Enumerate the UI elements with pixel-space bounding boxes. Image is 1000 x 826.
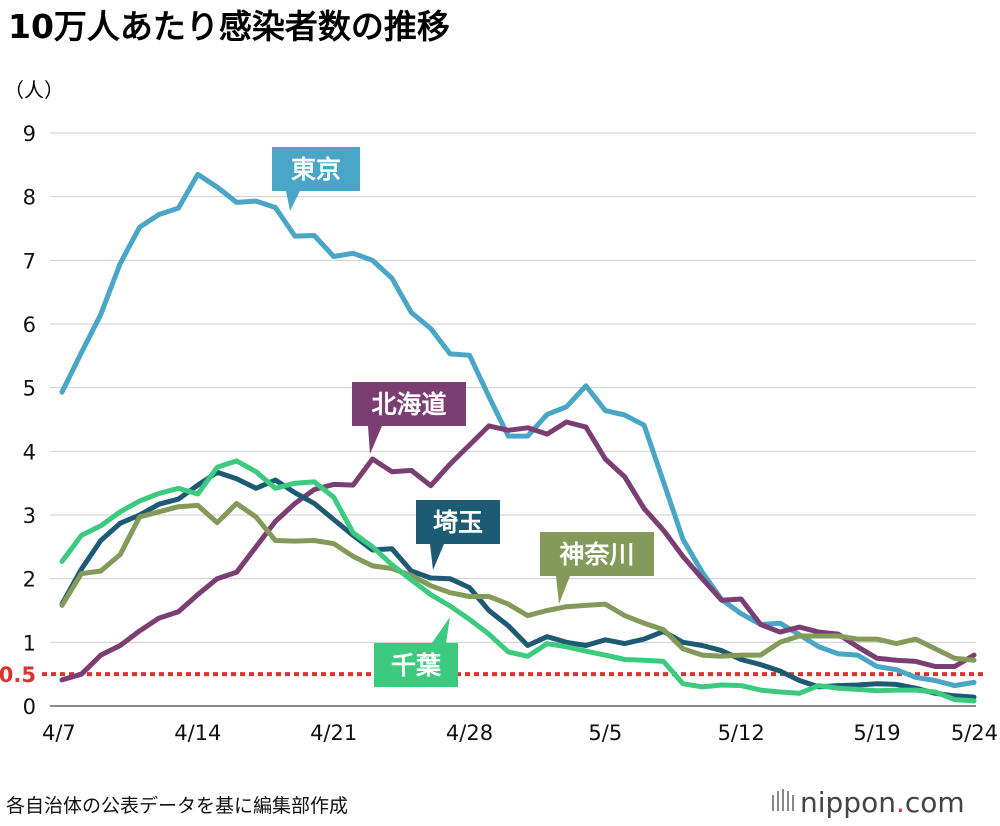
callout-pointer <box>556 576 570 604</box>
callout-box <box>416 500 500 544</box>
x-axis-ticks: 4/7 4/14 4/21 4/28 5/5 5/12 5/19 5/24 <box>42 721 998 745</box>
brand-text: nippon.com <box>800 786 965 819</box>
series-line-0 <box>59 171 977 689</box>
callout-2: 埼玉 <box>416 500 500 570</box>
x-tick-label: 4/21 <box>310 721 357 745</box>
series-lines <box>59 171 977 704</box>
chart-title: 10万人あたり感染者数の推移 <box>8 7 450 46</box>
y-tick-label: 6 <box>23 313 36 337</box>
gridlines <box>50 132 976 707</box>
callout-1: 北海道 <box>352 382 466 454</box>
brand-name: nippon <box>800 786 896 819</box>
series-line-4 <box>59 458 977 704</box>
y-tick-label: 9 <box>23 122 36 146</box>
threshold-line: 0.5 <box>0 663 986 687</box>
brand-suffix: com <box>905 786 965 819</box>
callout-pointer <box>432 617 450 643</box>
y-axis-ticks: 0 1 2 3 4 5 6 7 8 9 <box>23 122 36 719</box>
callout-4: 千葉 <box>374 617 458 687</box>
x-tick-label: 5/5 <box>588 721 622 745</box>
callout-box <box>540 532 654 576</box>
series-line-3 <box>59 501 977 663</box>
callout-box <box>272 147 360 191</box>
y-tick-label: 1 <box>23 631 36 655</box>
x-tick-label: 5/12 <box>718 721 765 745</box>
y-tick-label: 7 <box>23 249 36 273</box>
callout-box <box>374 643 458 687</box>
y-tick-label: 3 <box>23 504 36 528</box>
callout-pointer <box>430 544 444 570</box>
x-tick-label: 5/24 <box>951 721 998 745</box>
x-tick-label: 4/7 <box>42 721 76 745</box>
callout-label: 東京 <box>291 155 341 184</box>
y-tick-label: 8 <box>23 186 36 210</box>
callout-label: 北海道 <box>371 390 446 419</box>
x-tick-label: 5/19 <box>853 721 900 745</box>
y-tick-label: 5 <box>23 377 36 401</box>
y-tick-label: 4 <box>23 440 36 464</box>
brand-dot: . <box>896 786 905 819</box>
callout-label: 埼玉 <box>433 508 483 537</box>
y-tick-label: 2 <box>23 568 36 592</box>
source-note: 各自治体の公表データを基に編集部作成 <box>6 795 348 817</box>
brand-bars-icon <box>772 789 794 811</box>
y-axis-unit-label: （人） <box>4 78 64 102</box>
threshold-label: 0.5 <box>0 663 36 687</box>
brand-logo: nippon.com <box>772 786 965 819</box>
callout-pointer <box>286 191 300 211</box>
x-tick-label: 4/28 <box>446 721 493 745</box>
series-line-1 <box>59 419 977 683</box>
callout-3: 神奈川 <box>540 532 654 604</box>
callout-0: 東京 <box>272 147 360 211</box>
x-tick-label: 4/14 <box>174 721 221 745</box>
callout-label: 千葉 <box>391 651 442 680</box>
y-tick-label: 0 <box>23 695 36 719</box>
callout-label: 神奈川 <box>559 540 634 569</box>
callout-box <box>352 382 466 426</box>
callout-pointer <box>368 426 382 454</box>
